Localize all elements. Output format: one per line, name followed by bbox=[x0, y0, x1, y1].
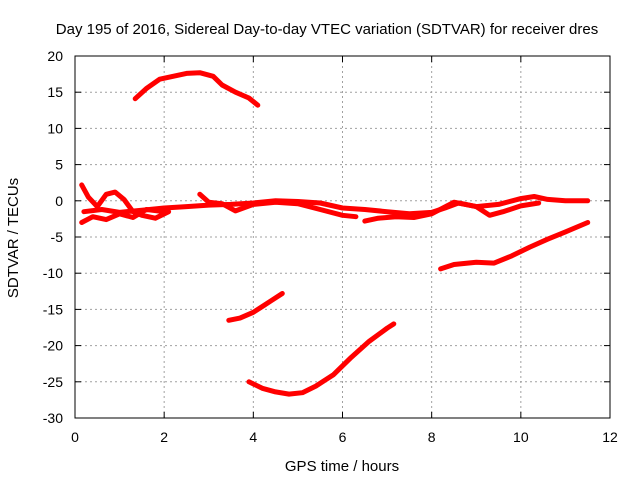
y-tick-label: 20 bbox=[47, 48, 63, 64]
x-tick-label: 0 bbox=[71, 429, 79, 445]
y-tick-label: 0 bbox=[55, 193, 63, 209]
y-tick-label: -20 bbox=[43, 338, 63, 354]
tick-labels: 0 2 4 6 8 10 12 -30 -25 -20 -15 -10 -5 0 5 10 15 20 bbox=[43, 48, 618, 445]
series-layer bbox=[79, 70, 591, 397]
y-tick-label: 15 bbox=[47, 84, 63, 100]
series-near-zero-main bbox=[81, 194, 591, 217]
y-tick-label: -30 bbox=[43, 410, 63, 426]
y-tick-label: -5 bbox=[51, 229, 64, 245]
x-tick-label: 10 bbox=[513, 429, 529, 445]
y-axis-label: SDTVAR / TECUs bbox=[5, 178, 22, 298]
series-near-zero-mid bbox=[197, 191, 359, 220]
series-arc-mid-low bbox=[226, 291, 285, 323]
series-descending-right bbox=[438, 220, 591, 272]
x-tick-label: 8 bbox=[428, 429, 436, 445]
y-tick-label: 10 bbox=[47, 120, 63, 136]
chart-title: Day 195 of 2016, Sidereal Day-to-day VTE… bbox=[56, 21, 598, 38]
x-tick-label: 12 bbox=[602, 429, 618, 445]
series-arc-upper bbox=[132, 70, 261, 108]
x-tick-label: 2 bbox=[160, 429, 168, 445]
series-near-zero-start-bundle bbox=[79, 182, 172, 221]
tick-marks bbox=[74, 55, 611, 419]
y-tick-label: -10 bbox=[43, 265, 63, 281]
y-tick-label: -25 bbox=[43, 374, 63, 390]
y-tick-label: -15 bbox=[43, 301, 63, 317]
x-axis-label: GPS time / hours bbox=[285, 458, 399, 475]
y-tick-label: 5 bbox=[55, 157, 63, 173]
series-near-zero-late bbox=[362, 199, 542, 224]
x-tick-label: 4 bbox=[249, 429, 257, 445]
x-tick-label: 6 bbox=[339, 429, 347, 445]
series-near-zero-start-low bbox=[79, 207, 167, 225]
series-arc-bottom bbox=[246, 321, 397, 397]
